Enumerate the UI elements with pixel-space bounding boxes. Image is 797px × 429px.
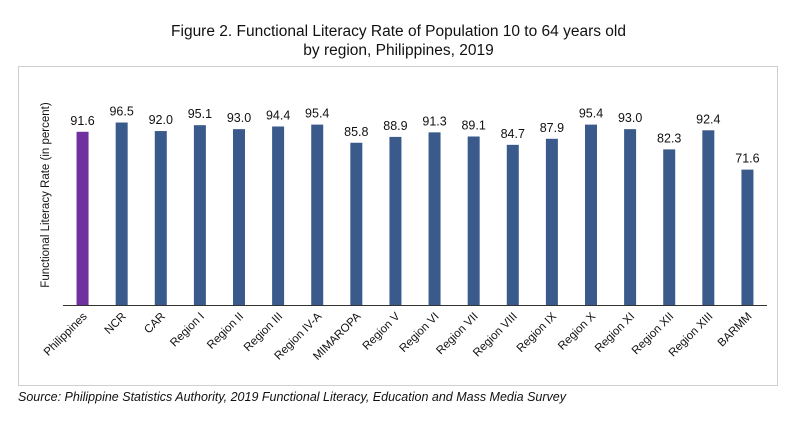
bar-chart: Functional Literacy Rate (in percent) 91.… [40,102,767,363]
bar-region-xiii [702,130,715,305]
data-label-region-ii: 93.0 [227,111,251,125]
x-tick-label-ncr: NCR [103,311,129,337]
bar-region-x [585,124,597,305]
bar-region-ix [545,138,558,305]
bar-region-v [389,136,402,305]
bar-region-iv-a [311,124,324,305]
bar-region-i [193,125,206,305]
data-label-region-viii: 84.7 [501,127,525,141]
x-tick-label-car: CAR [142,311,168,337]
data-label-region-iii: 94.4 [266,108,290,122]
chart-title-line-2: by region, Philippines, 2019 [303,42,494,59]
data-label-region-vii: 89.1 [461,119,485,133]
data-label-region-ix: 87.9 [540,121,564,135]
bar-car [154,131,167,305]
x-tick-label-region-ii: Region II [205,311,246,352]
x-tick-label-region-ix: Region IX [515,310,559,354]
bar-region-iii [272,126,285,305]
data-label-region-xi: 93.0 [618,111,642,125]
data-label-region-x: 95.4 [579,107,603,121]
data-label-mimaropa: 85.8 [344,125,368,139]
bar-region-vi [428,132,441,305]
source-note: Source: Philippine Statistics Authority,… [18,390,566,404]
chart-title-line-1: Figure 2. Functional Literacy Rate of Po… [171,23,626,40]
data-label-ncr: 96.5 [109,105,133,119]
bar-region-viii [506,144,519,305]
bar-region-xi [624,129,637,305]
data-label-region-i: 95.1 [188,107,212,121]
bar-ncr [115,122,128,305]
y-axis-label: Functional Literacy Rate (in percent) [40,102,52,288]
x-tick-label-barmm: BARMM [716,311,755,350]
data-label-region-v: 88.9 [383,119,407,133]
bar-barmm [741,169,754,305]
bar-philippines [76,131,89,305]
bar-region-vii [467,136,480,305]
data-label-car: 92.0 [149,113,173,127]
chart-title: Figure 2. Functional Literacy Rate of Po… [0,22,797,60]
data-label-philippines: 91.6 [70,114,94,128]
data-label-region-xii: 82.3 [657,131,681,145]
bar-region-ii [233,129,245,305]
bar-region-xii [663,149,676,305]
x-tick-label-region-i: Region I [168,311,207,350]
x-tick-label-philippines: Philippines [42,310,90,358]
data-label-region-vi: 91.3 [422,114,446,128]
data-label-region-xiii: 92.4 [696,112,720,126]
data-label-barmm: 71.6 [735,152,759,166]
chart-frame: Functional Literacy Rate (in percent) 91.… [18,66,778,386]
bar-mimaropa [350,142,363,305]
data-label-region-iv-a: 95.4 [305,107,329,121]
